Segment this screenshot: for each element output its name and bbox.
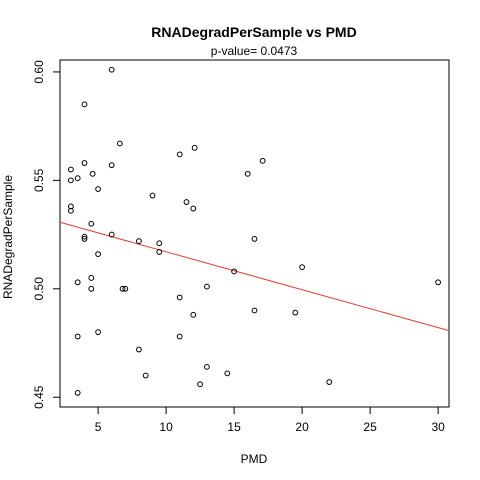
y-tick-label: 0.60 (32, 60, 46, 84)
points-layer (67, 66, 442, 396)
data-point (197, 381, 203, 388)
data-point (74, 390, 81, 396)
data-point (190, 311, 197, 318)
data-point (435, 279, 442, 286)
data-point (299, 264, 306, 271)
data-point (176, 333, 183, 340)
data-point (88, 285, 95, 292)
data-point (231, 268, 237, 275)
data-point (156, 249, 163, 255)
data-point (116, 140, 123, 147)
data-point (74, 279, 81, 286)
x-tick-label: 25 (363, 420, 377, 434)
data-point (89, 170, 96, 177)
data-point (326, 379, 333, 385)
chart-title: RNADegradPerSample vs PMD (151, 24, 356, 40)
data-point (176, 294, 183, 301)
data-point (81, 160, 88, 166)
plot-frame (59, 59, 450, 408)
x-tick-label: 15 (227, 420, 241, 434)
y-tick-label: 0.50 (32, 277, 46, 301)
data-point (156, 240, 163, 247)
data-point (108, 162, 115, 169)
x-tick-label: 5 (95, 420, 102, 434)
data-point (203, 283, 210, 290)
regression-layer (59, 221, 450, 332)
data-point (122, 285, 129, 292)
data-point (224, 370, 231, 377)
data-point (135, 238, 142, 244)
data-point (81, 236, 88, 242)
data-point (95, 251, 101, 258)
data-point (67, 166, 74, 173)
x-axis: 5 10 15 20 25 30 (95, 406, 445, 434)
data-point (74, 175, 81, 182)
data-point (67, 177, 74, 184)
data-point (81, 233, 88, 240)
data-point (119, 285, 126, 292)
data-point (88, 220, 95, 227)
data-point (244, 170, 251, 177)
data-point (251, 236, 258, 242)
y-tick-label: 0.55 (32, 168, 46, 192)
data-point (149, 192, 156, 199)
data-point (142, 372, 149, 379)
data-point (95, 186, 101, 192)
data-point (67, 207, 74, 214)
data-point (135, 346, 142, 353)
chart-subtitle: p-value= 0.0473 (211, 44, 298, 58)
x-tick-label: 10 (159, 420, 173, 434)
data-point (108, 66, 115, 73)
data-point (190, 205, 197, 212)
data-point (259, 157, 266, 164)
data-point (95, 329, 101, 336)
regression-line (59, 221, 450, 332)
x-tick-label: 30 (431, 420, 445, 434)
data-point (176, 151, 183, 158)
data-point (203, 363, 210, 370)
data-point (81, 101, 88, 108)
x-axis-label: PMD (241, 452, 268, 466)
data-point (251, 307, 258, 314)
data-point (191, 144, 198, 151)
data-point (74, 333, 81, 340)
y-tick-label: 0.45 (32, 385, 46, 409)
data-point (88, 275, 95, 281)
y-axis: 0.45 0.50 0.55 0.60 (32, 60, 61, 409)
data-point (183, 199, 190, 205)
data-point (292, 309, 299, 316)
y-axis-label: RNADegradPerSample (1, 175, 15, 299)
x-tick-label: 20 (295, 420, 309, 434)
data-point (108, 231, 115, 238)
